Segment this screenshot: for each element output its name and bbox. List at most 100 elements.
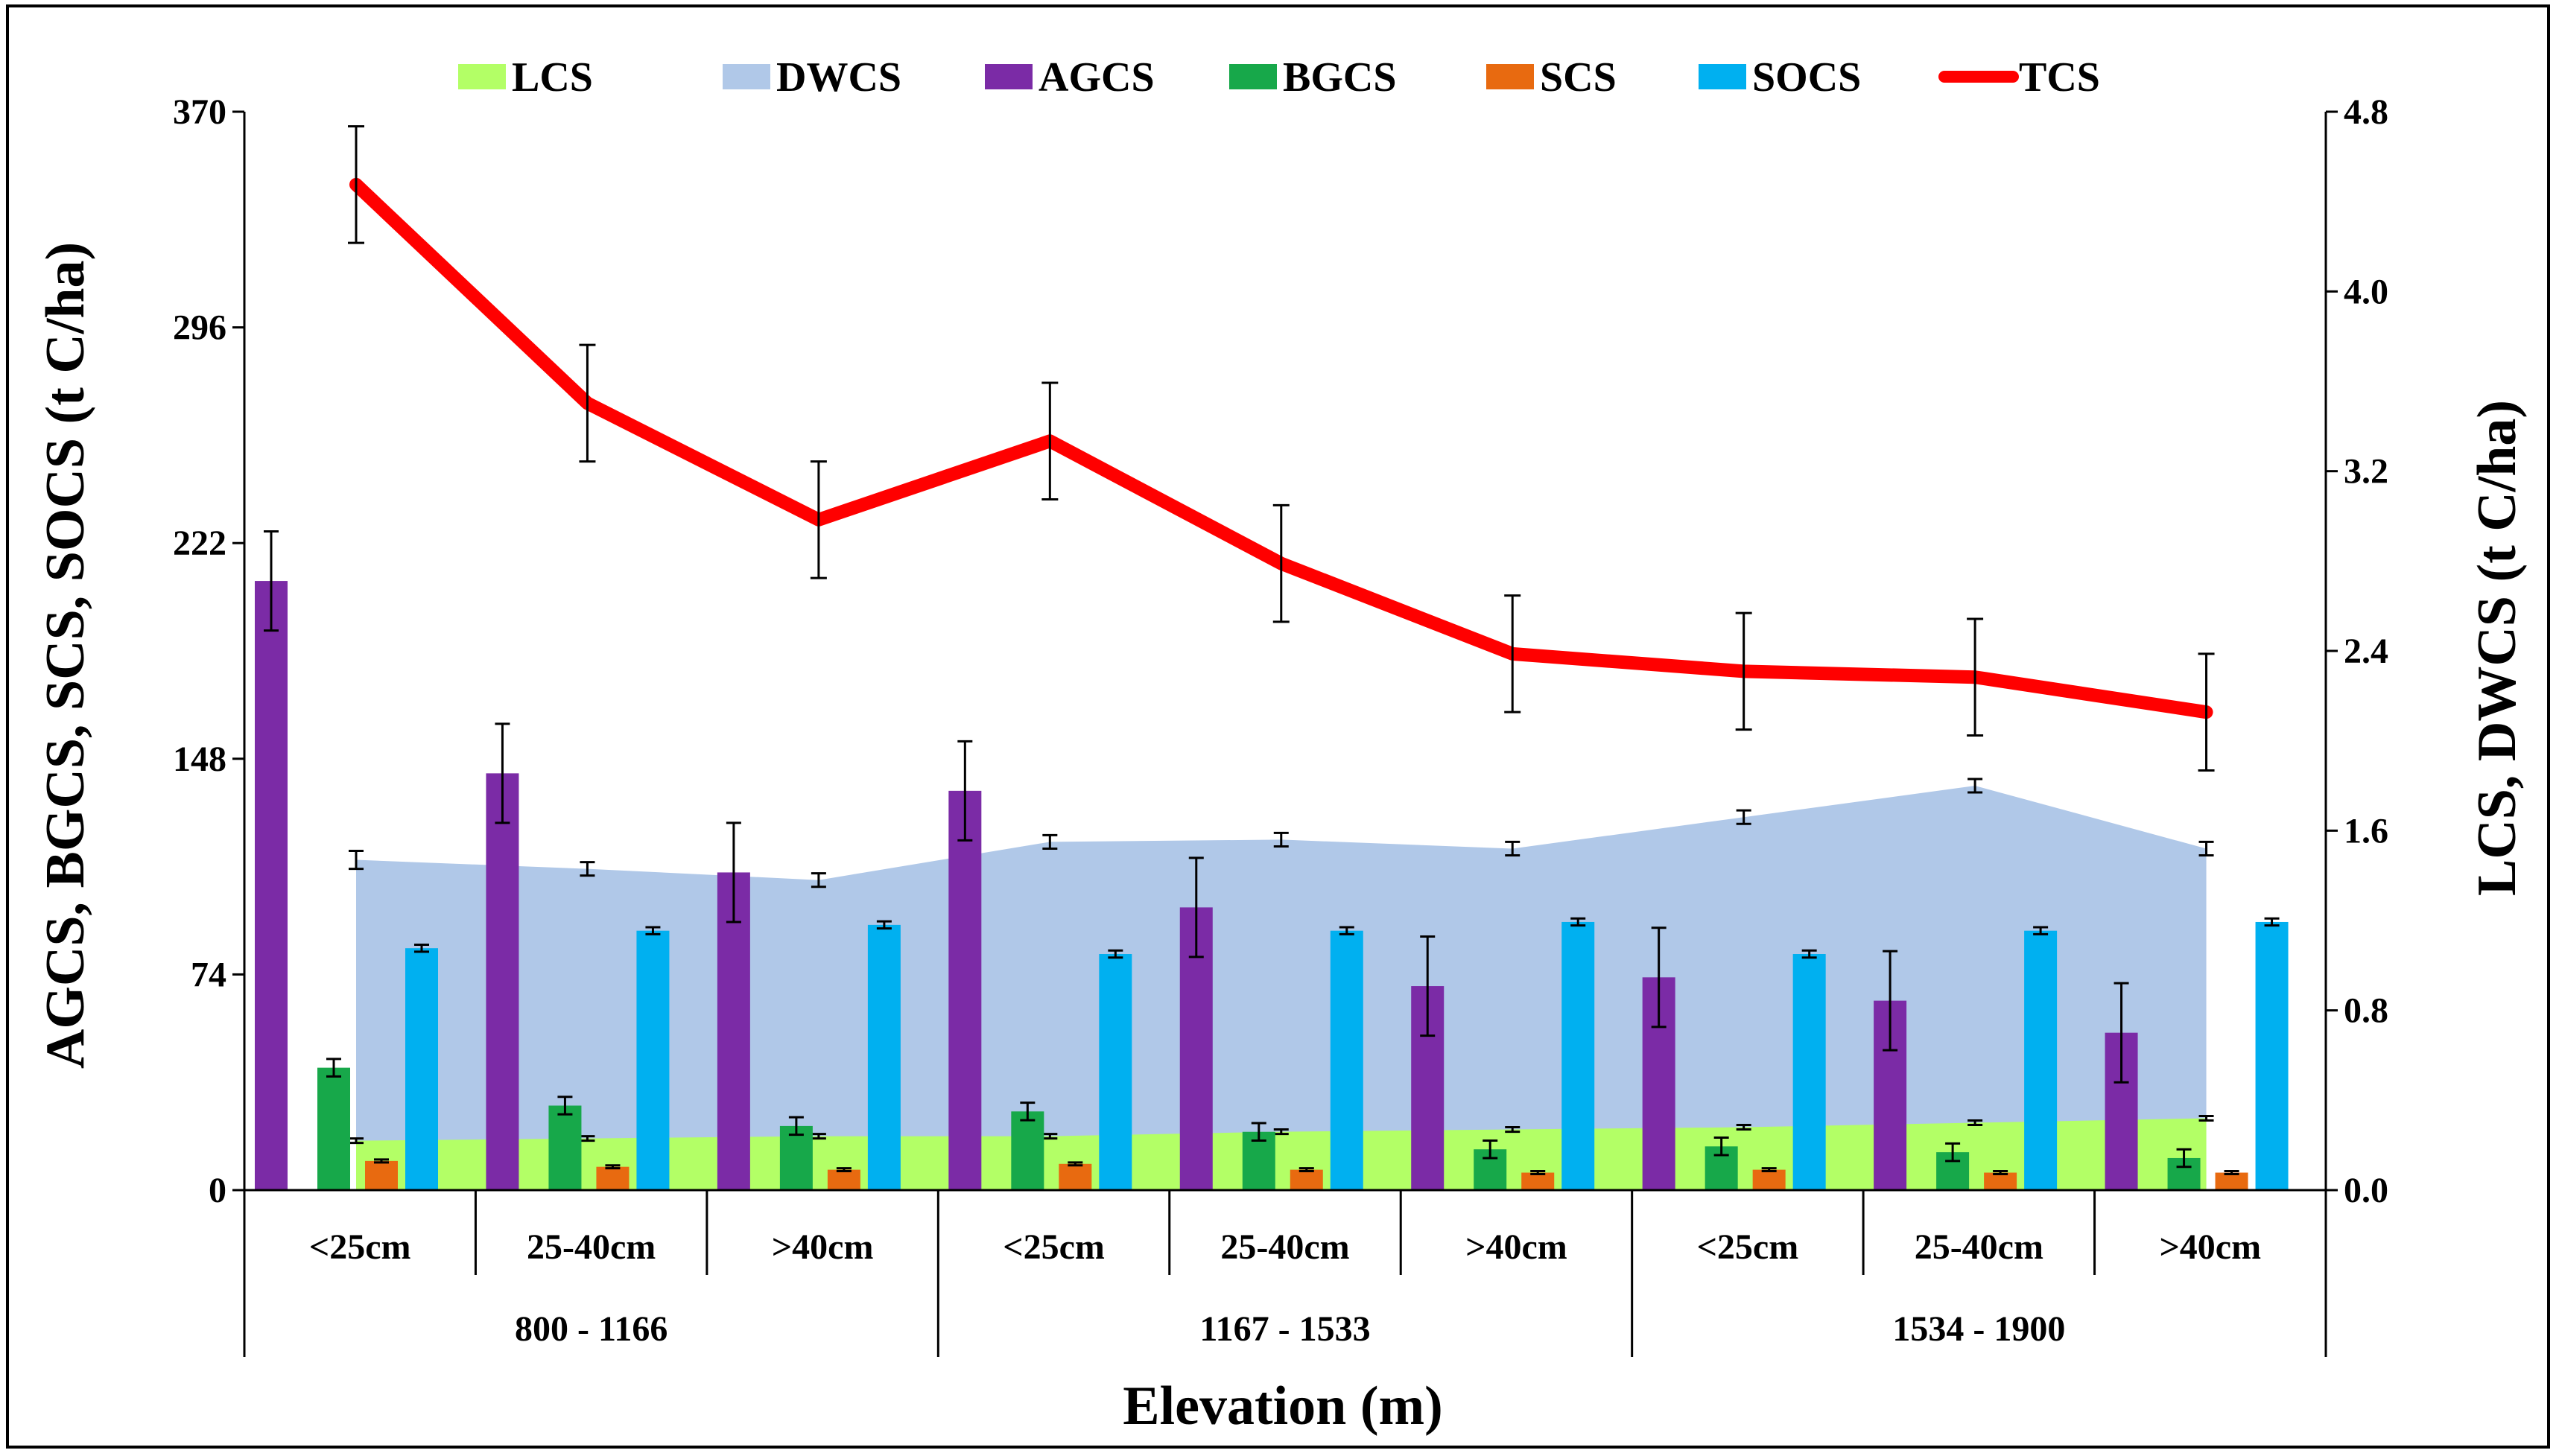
x-tick-label: 25-40cm — [527, 1227, 656, 1267]
x-group-label: 1167 - 1533 — [1199, 1309, 1370, 1349]
errorbar-agcs-8 — [1883, 950, 1898, 1052]
legend: LCS DWCS AGCS BGCS SCS SOCS TCS — [458, 54, 2100, 101]
y-tick-label-right: 2.4 — [2344, 632, 2388, 671]
bar-scs-6 — [1521, 1172, 1555, 1190]
y-tick-label-left: 370 — [173, 92, 226, 132]
errorbar-tcs-6 — [1504, 594, 1521, 713]
y-tick-label-right: 0.0 — [2344, 1171, 2388, 1210]
bar-socs-5 — [1330, 930, 1363, 1190]
errorbar-bgcs-4 — [1020, 1101, 1036, 1122]
x-tick-label: >40cm — [2159, 1227, 2261, 1267]
y-tick-label-left: 222 — [173, 524, 226, 563]
errorbar-socs-3 — [876, 920, 892, 930]
chart-frame — [6, 4, 2550, 1449]
errorbar-tcs-8 — [1967, 617, 1984, 737]
errorbar-lcs-8 — [1967, 1119, 1983, 1127]
legend-item-tcs: TCS — [1938, 54, 2100, 101]
bar-socs-2 — [636, 930, 670, 1190]
errorbar-tcs-1 — [348, 125, 364, 244]
bar-socs-8 — [2024, 930, 2058, 1190]
bar-scs-5 — [1290, 1169, 1323, 1190]
legend-label-scs: SCS — [1540, 54, 1617, 101]
errorbar-agcs-1 — [264, 530, 279, 632]
errorbar-socs-1 — [414, 943, 429, 953]
errorbar-scs-7 — [1761, 1167, 1777, 1173]
errorbar-dwcs-9 — [2198, 840, 2214, 857]
errorbar-lcs-6 — [1505, 1126, 1521, 1134]
legend-item-dwcs: DWCS — [723, 54, 901, 101]
errorbar-tcs-9 — [2198, 652, 2215, 772]
legend-swatch-agcs — [985, 64, 1033, 89]
area-layer — [349, 778, 2214, 1190]
errorbar-scs-1 — [374, 1158, 389, 1164]
x-tick-label: <25cm — [1003, 1227, 1105, 1267]
errorbar-tcs-4 — [1041, 381, 1059, 500]
y-tick-label-left: 0 — [209, 1171, 226, 1210]
bar-socs-4 — [1099, 954, 1132, 1190]
y-tick-label-right: 1.6 — [2344, 811, 2388, 851]
errorbar-agcs-2 — [495, 722, 510, 824]
errorbar-tcs-5 — [1272, 503, 1290, 623]
errorbar-socs-8 — [2033, 926, 2049, 935]
legend-label-bgcs: BGCS — [1283, 54, 1397, 101]
x-tick-label: >40cm — [1465, 1227, 1567, 1267]
errorbar-tcs-2 — [579, 343, 596, 463]
legend-item-scs: SCS — [1486, 54, 1617, 101]
errorbar-lcs-4 — [1042, 1133, 1058, 1140]
bar-bgcs-1 — [317, 1067, 350, 1190]
errorbar-socs-6 — [1570, 917, 1586, 927]
bar-socs-9 — [2255, 921, 2289, 1190]
bar-scs-7 — [1752, 1169, 1786, 1190]
errorbar-scs-3 — [836, 1167, 852, 1173]
x-axis-title: Elevation (m) — [1123, 1376, 1443, 1437]
errorbar-bgcs-6 — [1483, 1139, 1498, 1160]
errorbar-lcs-5 — [1273, 1128, 1289, 1136]
legend-item-agcs: AGCS — [985, 54, 1155, 101]
errorbar-tcs-3 — [810, 460, 827, 579]
bar-socs-7 — [1792, 954, 1826, 1190]
bar-bgcs-3 — [779, 1125, 813, 1190]
legend-swatch-scs — [1486, 64, 1534, 89]
errorbar-agcs-5 — [1188, 856, 1204, 959]
errorbar-scs-9 — [2224, 1170, 2239, 1175]
errorbar-socs-7 — [1801, 949, 1817, 959]
x-tick-label: 25-40cm — [1915, 1227, 2043, 1267]
bar-scs-9 — [2215, 1172, 2248, 1190]
legend-item-socs: SOCS — [1699, 54, 1861, 101]
legend-label-lcs: LCS — [512, 54, 593, 101]
errorbar-lcs-3 — [811, 1133, 826, 1140]
y-tick-label-right: 4.0 — [2344, 272, 2388, 311]
y-tick-label-right: 0.8 — [2344, 991, 2388, 1031]
bar-agcs-1 — [255, 581, 288, 1190]
errorbar-bgcs-3 — [788, 1116, 804, 1136]
line-layer — [348, 125, 2215, 772]
errorbar-scs-6 — [1530, 1170, 1546, 1175]
y-axis-title-left: AGCS, BGCS, SCS, SOCS (t C/ha) — [35, 242, 96, 1069]
errorbar-dwcs-1 — [349, 849, 364, 871]
y-tick-label-left: 74 — [191, 955, 226, 994]
errorbar-agcs-9 — [2114, 982, 2129, 1084]
bar-scs-2 — [596, 1166, 630, 1190]
y-axis-title-right: LCS, DWCS (t C/ha) — [2467, 400, 2528, 896]
errorbar-bgcs-2 — [557, 1096, 573, 1116]
errorbar-scs-4 — [1068, 1161, 1083, 1167]
errorbar-lcs-1 — [349, 1137, 364, 1145]
errorbar-scs-5 — [1298, 1167, 1314, 1173]
errorbar-scs-8 — [1993, 1170, 2008, 1175]
errorbar-dwcs-8 — [1967, 778, 1983, 794]
errorbar-socs-9 — [2264, 917, 2280, 927]
errorbar-agcs-3 — [726, 821, 741, 923]
errorbar-bgcs-7 — [1713, 1136, 1729, 1157]
legend-item-bgcs: BGCS — [1229, 54, 1397, 101]
y-tick-label-left: 148 — [173, 740, 226, 779]
legend-label-agcs: AGCS — [1038, 54, 1155, 101]
errorbar-tcs-7 — [1735, 611, 1752, 731]
errorbar-lcs-9 — [2198, 1114, 2214, 1122]
errorbar-bgcs-8 — [1945, 1142, 1961, 1163]
x-group-label: 800 - 1166 — [515, 1309, 668, 1349]
bar-socs-3 — [867, 924, 901, 1190]
bar-agcs-4 — [948, 790, 982, 1190]
bar-socs-6 — [1561, 921, 1595, 1190]
x-tick-label: 25-40cm — [1220, 1227, 1349, 1267]
errorbar-dwcs-7 — [1736, 809, 1751, 825]
